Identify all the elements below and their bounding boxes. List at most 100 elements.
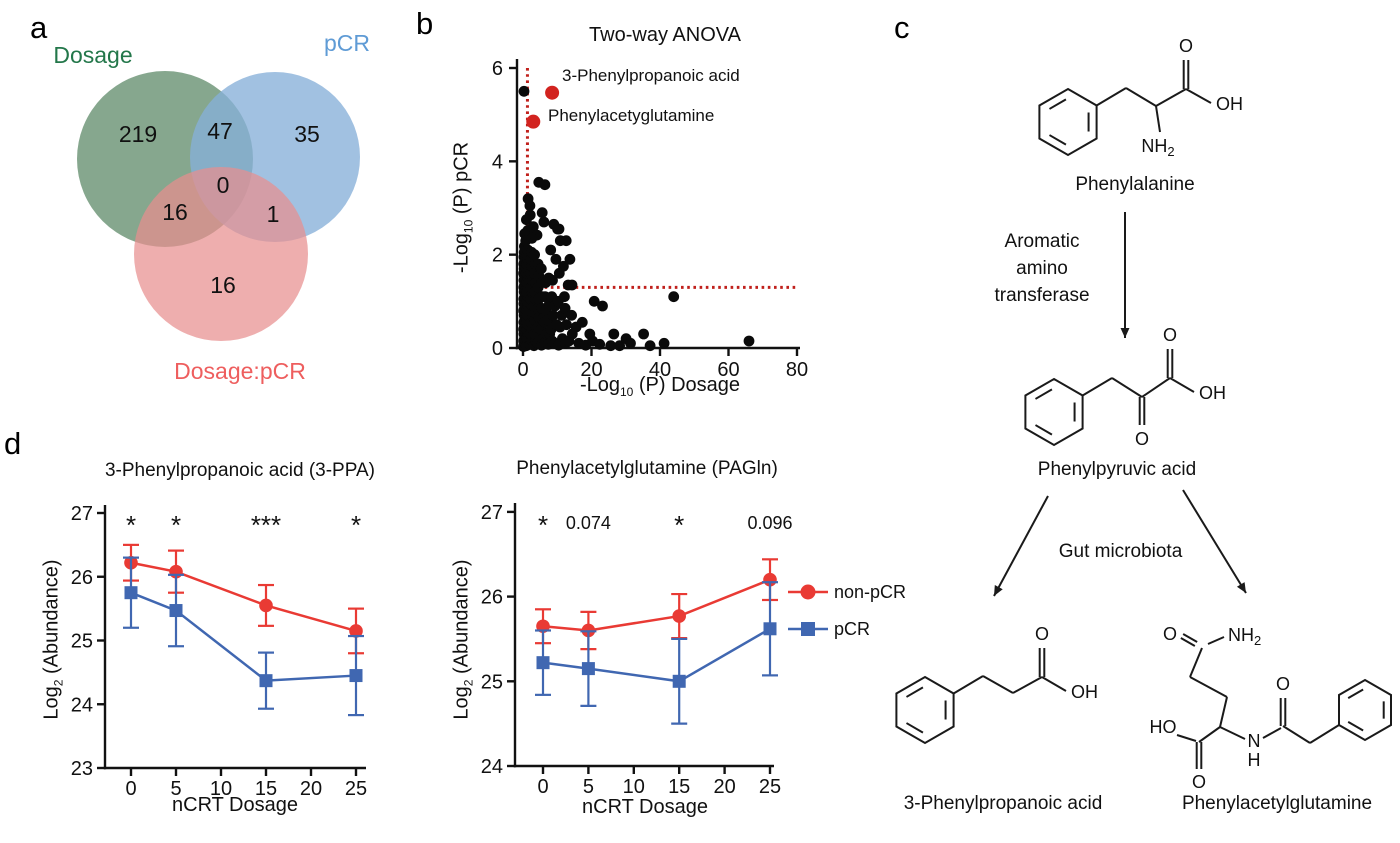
series-line-pCR — [130, 591, 357, 682]
scatter-point — [658, 337, 670, 349]
venn-diagram: 219 47 35 0 16 1 16 — [77, 71, 360, 341]
marker-square-pCR — [763, 622, 777, 636]
atom-o: O — [1035, 624, 1049, 644]
bond — [1185, 88, 1212, 104]
atom-nh2: NH2 — [1141, 136, 1174, 159]
bond — [1111, 377, 1143, 398]
double-bond — [1182, 633, 1198, 643]
scatter-point — [521, 214, 532, 226]
bond — [1219, 696, 1228, 728]
arrow-shaft — [1182, 489, 1247, 594]
atom-oh: OH — [1199, 383, 1226, 403]
x-tick-label: 5 — [170, 778, 181, 800]
significance-label: * — [171, 510, 181, 540]
atom-n: N — [1248, 731, 1261, 751]
ylabel-sub: 10 — [461, 219, 476, 234]
arrow-shaft — [993, 495, 1049, 597]
bond — [1282, 725, 1311, 744]
atom-oh: OH — [1216, 94, 1243, 114]
scatter-y-tick-label: 4 — [492, 151, 503, 173]
scatter-point — [644, 340, 656, 352]
atom-o: O — [1192, 772, 1206, 792]
bond-to-nh2 — [1155, 105, 1161, 133]
scatter-point — [547, 274, 558, 286]
x-tick-label: 20 — [300, 778, 322, 800]
marker-square-pCR — [259, 674, 273, 688]
scatter-y-tick-label: 0 — [492, 338, 503, 360]
scatter-y-tick-label: 2 — [492, 245, 503, 267]
venn-circle-interaction — [134, 167, 308, 341]
line2-y-axis-label: Log2 (Abundance) — [451, 530, 476, 750]
marker-square-pCR — [672, 674, 686, 688]
series-line-non-pCR — [130, 561, 357, 633]
significance-label: * — [126, 510, 136, 540]
bond — [1207, 636, 1225, 645]
scatter-point — [536, 207, 548, 219]
scatter-point — [524, 200, 536, 212]
benzene-inner-bond — [1034, 424, 1053, 436]
scatter-plot: 0 20 40 60 80 0 2 4 6 — [492, 58, 808, 381]
series-line-pCR — [542, 627, 771, 683]
venn-count-dosage-only: 219 — [119, 121, 157, 147]
line1-y-axis-label: Log2 (Abundance) — [40, 530, 66, 750]
scatter-point — [545, 244, 557, 256]
venn-label-dosage: Dosage — [53, 42, 133, 68]
bond — [1169, 377, 1195, 393]
marker-square-pCR — [536, 656, 550, 670]
scatter-y-axis-label: -Log10 (P) pCR — [451, 98, 476, 318]
marker-square-pCR — [581, 662, 595, 676]
scatter-point — [560, 235, 572, 247]
scatter-point — [538, 216, 550, 228]
gut-microbiota-label: Gut microbiota — [1058, 541, 1183, 562]
venn-count-center: 0 — [217, 172, 230, 198]
scatter-point — [625, 337, 636, 349]
bond — [982, 675, 1014, 694]
marker-circle-non-pCR — [349, 624, 363, 638]
panel-letter-a: a — [30, 10, 48, 45]
x-tick-label: 15 — [668, 776, 690, 798]
y-tick-label: 24 — [71, 694, 93, 716]
benzene-inner-bond — [1034, 388, 1053, 400]
bond — [1198, 726, 1221, 743]
atom-nh2: NH2 — [1228, 625, 1261, 648]
venn-count-dosage-interaction: 16 — [162, 199, 188, 225]
significance-label: 0.074 — [566, 513, 611, 533]
chart-legend — [788, 584, 828, 636]
scatter-annotation-pagln: Phenylacetyglutamine — [548, 106, 715, 125]
scatter-point — [576, 316, 588, 328]
scatter-highlighted-point — [545, 85, 560, 100]
arrow-head — [1120, 327, 1130, 338]
venn-count-dosage-pcr: 47 — [207, 118, 233, 144]
significance-label: * — [538, 510, 548, 540]
line2-title: Phenylacetylglutamine (PAGln) — [516, 458, 778, 479]
panel-letter-b: b — [416, 6, 434, 41]
atom-o: O — [1179, 36, 1193, 56]
scatter-x-tick-label: 40 — [649, 359, 671, 381]
marker-square-pCR — [169, 604, 183, 618]
y-tick-label: 23 — [71, 758, 93, 780]
benzene-inner-bond — [905, 722, 924, 734]
legend-marker-pcr — [801, 622, 815, 636]
atom-o: O — [1276, 674, 1290, 694]
venn-label-interaction: Dosage:pCR — [174, 358, 306, 384]
ylabel-post: (Abundance) — [40, 559, 63, 680]
xlabel-pre: -Log — [579, 374, 620, 396]
scatter-point — [539, 179, 551, 191]
benzene-inner-bond — [1347, 688, 1364, 699]
bond — [1176, 734, 1197, 742]
scatter-point — [608, 328, 620, 340]
scatter-point — [605, 340, 617, 352]
venn-count-pcr-interaction: 1 — [267, 201, 280, 227]
scatter-x-axis-label: -Log10 (P) Dosage — [550, 374, 770, 399]
double-bond — [1180, 637, 1196, 647]
benzene-inner-bond — [1048, 98, 1067, 110]
scatter-annotation-3ppa: 3-Phenylpropanoic acid — [562, 66, 740, 85]
scatter-point — [552, 223, 563, 235]
y-tick-label: 26 — [71, 567, 93, 589]
scatter-point — [566, 279, 578, 291]
scatter-point — [597, 300, 608, 312]
scatter-title: Two-way ANOVA — [589, 24, 741, 46]
line2-x-axis-label: nCRT Dosage — [582, 796, 708, 818]
